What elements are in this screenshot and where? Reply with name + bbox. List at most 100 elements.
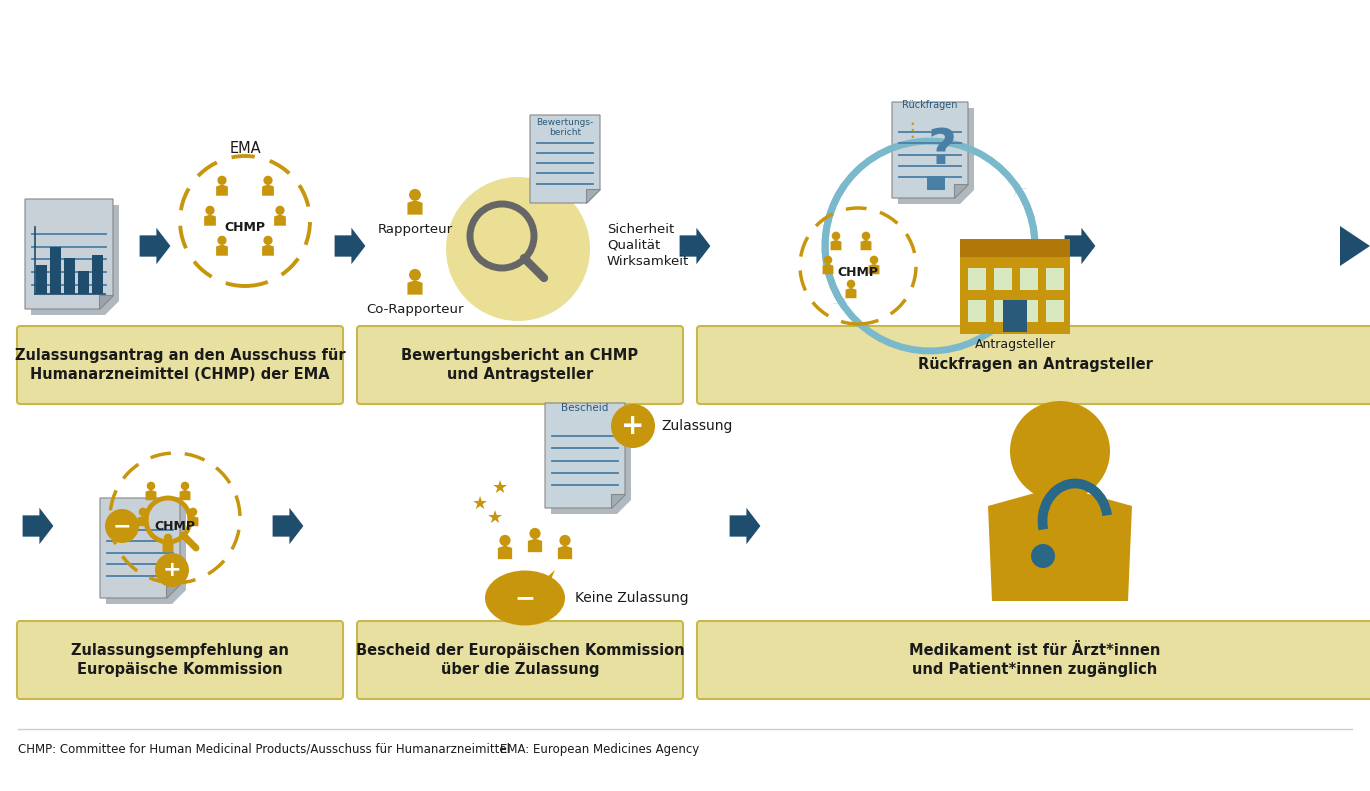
Text: CHMP: CHMP (155, 520, 196, 533)
Polygon shape (545, 403, 625, 508)
Polygon shape (204, 214, 216, 225)
Bar (1003, 300, 1028, 332)
Bar (1047, 300, 1064, 322)
Polygon shape (179, 490, 190, 500)
FancyBboxPatch shape (358, 621, 684, 699)
Circle shape (275, 206, 285, 215)
Polygon shape (273, 508, 303, 544)
Text: Wirksamkeit: Wirksamkeit (607, 255, 689, 268)
FancyBboxPatch shape (697, 326, 1370, 404)
Text: Bewertungs-: Bewertungs- (537, 118, 593, 127)
Polygon shape (892, 102, 969, 198)
Bar (995, 300, 1012, 322)
FancyBboxPatch shape (358, 326, 684, 404)
Polygon shape (860, 240, 871, 250)
Bar (969, 268, 986, 290)
Bar (995, 268, 1012, 290)
Polygon shape (334, 228, 366, 264)
Polygon shape (407, 280, 422, 294)
Polygon shape (274, 214, 286, 225)
Bar (1021, 268, 1038, 290)
Text: Co-Rapporteur: Co-Rapporteur (366, 303, 464, 316)
Text: Sicherheit: Sicherheit (607, 223, 674, 236)
Text: Medikament ist für Ärzt*innen
und Patient*innen zugänglich: Medikament ist für Ärzt*innen und Patien… (910, 642, 1160, 677)
Polygon shape (1340, 226, 1370, 266)
Polygon shape (25, 199, 112, 309)
Text: ★: ★ (486, 509, 503, 527)
Polygon shape (100, 498, 179, 598)
Text: CHMP: CHMP (837, 266, 878, 279)
Polygon shape (145, 490, 156, 500)
Polygon shape (105, 504, 186, 604)
Text: ?: ? (927, 126, 956, 174)
FancyBboxPatch shape (697, 621, 1370, 699)
Circle shape (105, 509, 138, 543)
Circle shape (870, 255, 878, 264)
Polygon shape (216, 184, 227, 195)
Polygon shape (730, 508, 760, 544)
Text: Zulassungsantrag an den Ausschuss für
Humanarzneimittel (CHMP) der EMA: Zulassungsantrag an den Ausschuss für Hu… (15, 347, 345, 382)
Text: +: + (163, 560, 181, 580)
Text: Rückfragen an Antragsteller: Rückfragen an Antragsteller (918, 358, 1152, 373)
Polygon shape (988, 486, 1132, 601)
Circle shape (529, 528, 541, 539)
Circle shape (138, 508, 148, 517)
Circle shape (410, 269, 421, 281)
Circle shape (163, 534, 173, 542)
Text: Keine Zulassung: Keine Zulassung (575, 591, 689, 605)
Circle shape (611, 404, 655, 448)
Bar (1021, 300, 1038, 322)
Circle shape (847, 280, 855, 288)
Text: Bescheid der Europäischen Kommission
über die Zulassung: Bescheid der Europäischen Kommission übe… (356, 642, 684, 677)
Polygon shape (188, 516, 199, 526)
Polygon shape (32, 205, 119, 315)
Circle shape (181, 482, 189, 490)
Text: −: − (515, 586, 536, 610)
Circle shape (559, 535, 571, 546)
Circle shape (263, 176, 273, 185)
Bar (960, 239, 1070, 257)
Text: CHMP: CHMP (225, 221, 266, 234)
FancyBboxPatch shape (16, 621, 342, 699)
Circle shape (218, 176, 226, 185)
Polygon shape (611, 494, 625, 508)
Text: ★: ★ (471, 495, 488, 513)
Text: Qualität: Qualität (607, 239, 660, 252)
Bar (78, 271, 89, 293)
Text: ★: ★ (492, 479, 508, 497)
Bar (1047, 268, 1064, 290)
Bar (960, 239, 1070, 334)
Circle shape (218, 236, 226, 245)
Polygon shape (830, 240, 841, 250)
Text: EMA: EMA (229, 141, 260, 156)
Text: CHMP: Committee for Human Medicinal Products/Ausschuss für Humanarzneimittel: CHMP: Committee for Human Medicinal Prod… (18, 743, 510, 755)
Circle shape (1010, 401, 1110, 501)
Circle shape (832, 232, 840, 240)
Polygon shape (1064, 228, 1096, 264)
Bar (64, 258, 75, 293)
Polygon shape (897, 108, 974, 204)
Text: −: − (112, 516, 132, 536)
Polygon shape (680, 228, 711, 264)
Polygon shape (137, 516, 148, 526)
Text: Bewertungsbericht an CHMP
und Antragsteller: Bewertungsbericht an CHMP und Antragstel… (401, 347, 638, 382)
Text: EMA: European Medicines Agency: EMA: European Medicines Agency (500, 743, 699, 755)
Polygon shape (140, 228, 170, 264)
Polygon shape (497, 546, 512, 559)
Circle shape (189, 508, 197, 517)
Polygon shape (22, 508, 53, 544)
Ellipse shape (485, 570, 564, 626)
Text: Rückfragen: Rückfragen (903, 100, 958, 110)
Polygon shape (551, 409, 632, 514)
Bar (36, 265, 47, 293)
Circle shape (263, 236, 273, 245)
Polygon shape (163, 542, 174, 552)
Circle shape (447, 177, 590, 321)
Circle shape (206, 206, 215, 215)
Polygon shape (954, 184, 969, 198)
Text: +: + (622, 412, 645, 440)
Bar (969, 300, 986, 322)
Circle shape (1032, 544, 1055, 568)
Bar (92, 255, 103, 293)
Circle shape (410, 189, 421, 201)
